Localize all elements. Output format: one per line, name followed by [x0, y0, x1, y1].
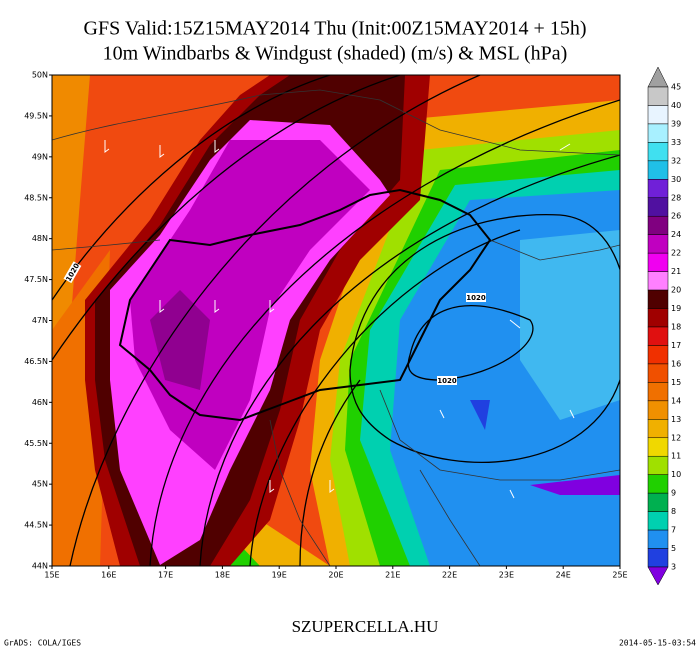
- colorbar-label: 28: [671, 193, 681, 202]
- lon-label: 20E: [328, 571, 343, 580]
- lat-label: 49N: [32, 152, 48, 161]
- colorbar-label: 22: [671, 249, 681, 258]
- title-line2: 10m Windbarbs & Windgust (shaded) (m/s) …: [103, 43, 568, 65]
- colorbar-box: [647, 419, 669, 439]
- lat-label: 45.5N: [24, 439, 48, 448]
- lon-label: 15E: [44, 571, 59, 580]
- colorbar-box: [647, 474, 669, 494]
- colorbar-label: 3: [671, 563, 676, 572]
- colorbar-box: [647, 437, 669, 457]
- credit: GrADS: COLA/IGES: [4, 639, 81, 648]
- colorbar-box: [647, 252, 669, 272]
- colorbar-label: 5: [671, 544, 676, 553]
- colorbar-top-arrow: [647, 66, 669, 88]
- lon-label: 19E: [272, 571, 287, 580]
- colorbar-box: [647, 179, 669, 199]
- colorbar-label: 19: [671, 304, 681, 313]
- colorbar-box: [647, 271, 669, 291]
- borders: [52, 89, 620, 566]
- colorbar-box: [647, 197, 669, 217]
- colorbar-box: [647, 308, 669, 328]
- colorbar-label: 26: [671, 212, 681, 221]
- lat-label: 49.5N: [24, 111, 48, 120]
- colorbar-box: [647, 548, 669, 568]
- colorbar-label: 16: [671, 359, 681, 368]
- colorbar-label: 40: [671, 101, 681, 110]
- colorbar-box: [647, 123, 669, 143]
- lat-label: 45N: [32, 480, 48, 489]
- colorbar-box: [647, 529, 669, 549]
- lat-label: 50N: [32, 71, 48, 80]
- colorbar-label: 10: [671, 470, 681, 479]
- colorbar-label: 17: [671, 341, 681, 350]
- colorbar-label: 30: [671, 175, 681, 184]
- colorbar-box: [647, 345, 669, 365]
- colorbar-box: [647, 105, 669, 125]
- lon-label: 18E: [215, 571, 230, 580]
- colorbar-label: 14: [671, 396, 681, 405]
- lon-label: 23E: [499, 571, 514, 580]
- colorbar-box: [647, 234, 669, 254]
- colorbar-label: 18: [671, 323, 681, 332]
- colorbar-label: 9: [671, 489, 676, 498]
- lon-label: 16E: [101, 571, 116, 580]
- colorbar-label: 33: [671, 138, 681, 147]
- lat-label: 48.5N: [24, 193, 48, 202]
- colorbar-label: 13: [671, 415, 681, 424]
- colorbar-label: 11: [671, 452, 681, 461]
- lat-label: 47.5N: [24, 275, 48, 284]
- timestamp: 2014-05-15-03:54: [619, 639, 696, 648]
- colorbar-label: 7: [671, 526, 676, 535]
- colorbar-box: [647, 326, 669, 346]
- colorbar-label: 32: [671, 156, 681, 165]
- colorbar-box: [647, 382, 669, 402]
- colorbar-label: 24: [671, 230, 681, 239]
- colorbar-box: [647, 289, 669, 309]
- colorbar-box: [647, 511, 669, 531]
- lat-label: 47N: [32, 316, 48, 325]
- lat-label: 46.5N: [24, 357, 48, 366]
- lat-label: 44N: [32, 562, 48, 571]
- colorbar-box: [647, 492, 669, 512]
- lon-label: 22E: [442, 571, 457, 580]
- isobar-label: 1020: [466, 294, 486, 302]
- wind-barbs: [104, 140, 575, 499]
- colorbar-label: 39: [671, 119, 681, 128]
- colorbar-label: 8: [671, 507, 676, 516]
- site-name: SZUPERCELLA.HU: [292, 617, 439, 636]
- lat-label: 44.5N: [24, 521, 48, 530]
- colorbar-label: 15: [671, 378, 681, 387]
- map-shading: [52, 75, 620, 566]
- colorbar-box: [647, 455, 669, 475]
- lon-label: 24E: [556, 571, 571, 580]
- colorbar-label: 12: [671, 433, 681, 442]
- colorbar-box: [647, 142, 669, 162]
- colorbar-bottom-arrow: [647, 566, 669, 586]
- lon-label: 21E: [385, 571, 400, 580]
- colorbar-label: 21: [671, 267, 681, 276]
- colorbar-box: [647, 363, 669, 383]
- isobar-label: 1020: [437, 377, 457, 385]
- lat-label: 48N: [32, 234, 48, 243]
- colorbar-label: 45: [671, 83, 681, 92]
- colorbar-label: 20: [671, 286, 681, 295]
- isobars: [52, 75, 620, 566]
- lon-label: 25E: [612, 571, 627, 580]
- colorbar-box: [647, 215, 669, 235]
- colorbar-box: [647, 160, 669, 180]
- lon-label: 17E: [158, 571, 173, 580]
- lat-label: 46N: [32, 398, 48, 407]
- title-line1: GFS Valid:15Z15MAY2014 Thu (Init:00Z15MA…: [84, 18, 587, 40]
- colorbar-box: [647, 86, 669, 106]
- colorbar-box: [647, 400, 669, 420]
